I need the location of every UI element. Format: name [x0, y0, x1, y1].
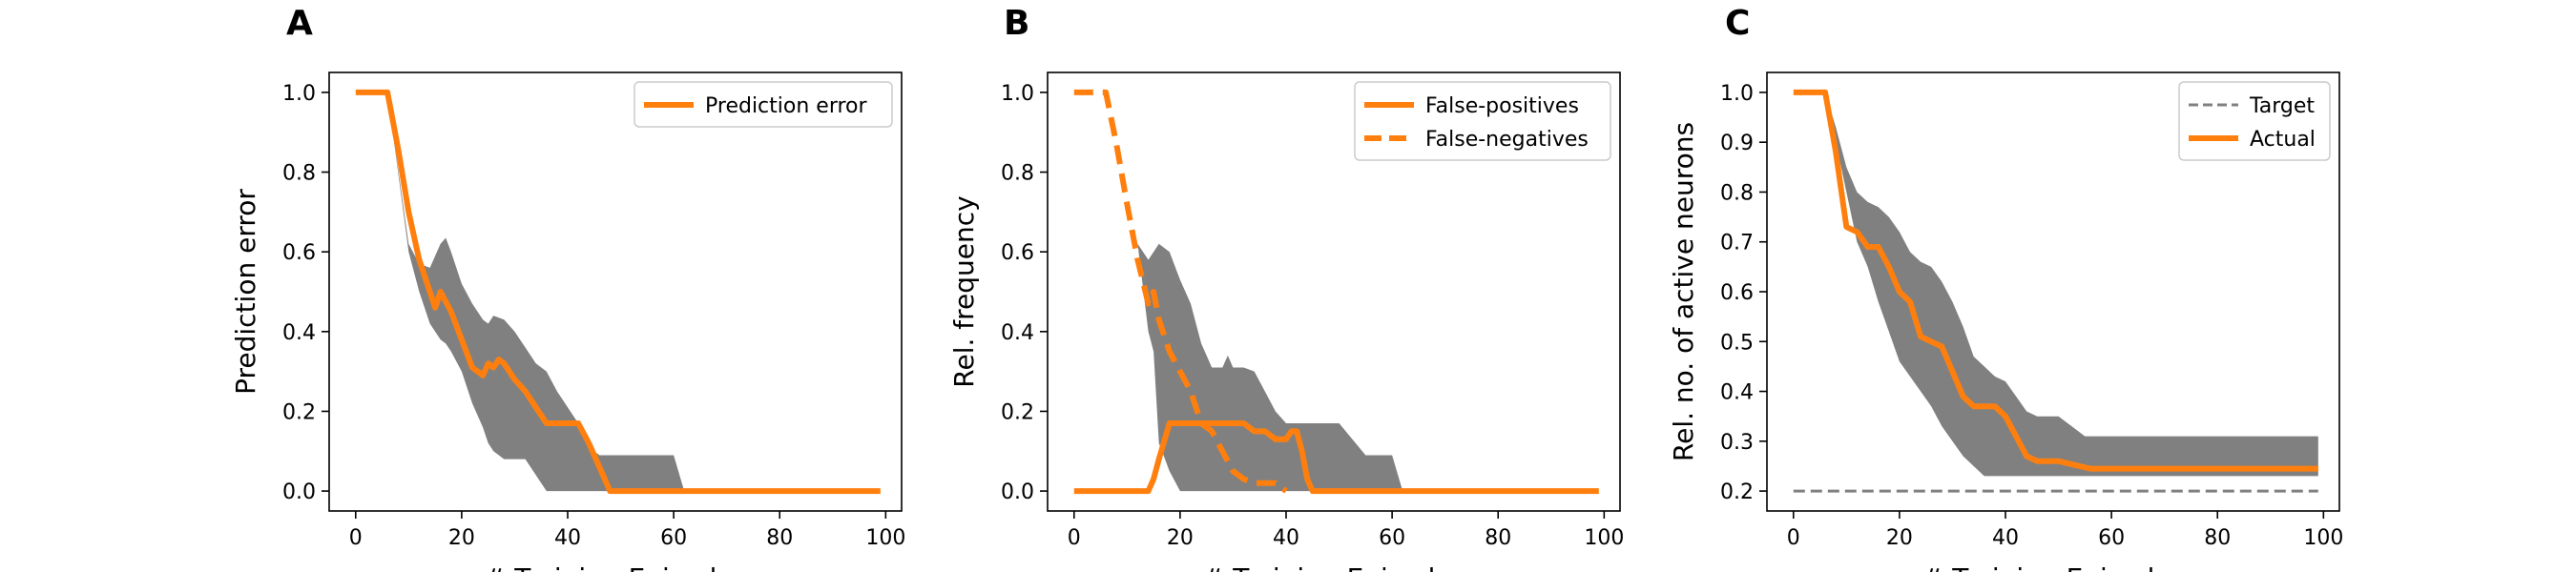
- y-tick-label: 1.0: [1001, 82, 1034, 106]
- legend-entry: Actual: [2250, 128, 2316, 152]
- legend-box: [634, 81, 893, 128]
- legend: Prediction error: [634, 81, 893, 128]
- legend-entry: Prediction error: [705, 94, 867, 118]
- uncertainty-band: [1073, 92, 1599, 492]
- legend: False-positives False-negatives: [1354, 81, 1611, 161]
- x-tick-label: 80: [2204, 526, 2231, 550]
- x-tick-label: 20: [1886, 526, 1913, 550]
- x-tick-label: 0: [1068, 526, 1081, 550]
- x-tick-label: 100: [865, 526, 905, 550]
- y-tick-label: 1.0: [282, 82, 316, 106]
- x-tick-label: 40: [1273, 526, 1299, 550]
- y-tick-label: 0.6: [282, 241, 316, 265]
- y-tick-label: 0.3: [1720, 431, 1754, 455]
- y-tick-label: 0.7: [1720, 232, 1754, 255]
- y-tick-label: 0.0: [1001, 480, 1034, 504]
- y-tick-label: 0.6: [1720, 281, 1754, 305]
- y-tick-label: 0.6: [1001, 241, 1034, 265]
- y-tick-label: 0.5: [1720, 331, 1754, 355]
- x-tick-label: 60: [1379, 526, 1405, 550]
- x-tick-label: 40: [554, 526, 581, 550]
- legend: Target Actual: [2178, 81, 2331, 161]
- legend-entry: False-negatives: [1425, 128, 1589, 152]
- y-tick-label: 0.0: [282, 480, 316, 504]
- x-tick-label: 40: [1992, 526, 2019, 550]
- y-axis-label: Rel. frequency: [948, 195, 980, 387]
- x-tick-label: 100: [2303, 526, 2343, 550]
- legend-entry: False-positives: [1425, 94, 1579, 118]
- y-tick-label: 0.2: [1001, 400, 1034, 424]
- uncertainty-band: [355, 92, 881, 492]
- panel-label: A: [286, 4, 313, 43]
- x-tick-label: 80: [766, 526, 793, 550]
- plot-frame: [1047, 72, 1621, 512]
- x-axis-label: # Training Episodes: [1922, 562, 2185, 572]
- y-tick-label: 0.8: [1720, 181, 1754, 205]
- panel-b: 0 20 40 60 80 100 0.0 0.2 0.4 0.6 0.8 1.0 # Training…: [948, 4, 1624, 572]
- y-tick-label: 0.2: [282, 400, 316, 424]
- panel-label: C: [1725, 4, 1750, 43]
- x-tick-label: 0: [1787, 526, 1800, 550]
- series-line-0: [355, 89, 881, 495]
- x-axis-label: # Training Episodes: [1202, 562, 1465, 572]
- x-tick-label: 100: [1584, 526, 1624, 550]
- y-tick-label: 1.0: [1720, 82, 1754, 106]
- series-line-0: [1073, 420, 1599, 495]
- uncertainty-band: [1793, 92, 2318, 477]
- x-tick-label: 60: [660, 526, 687, 550]
- legend-box: [1354, 81, 1611, 161]
- x-axis-label: # Training Episodes: [484, 562, 747, 572]
- y-tick-label: 0.9: [1720, 132, 1754, 155]
- legend-entry: Target: [2249, 94, 2315, 118]
- y-tick-label: 0.4: [1720, 381, 1754, 405]
- x-tick-label: 60: [2098, 526, 2125, 550]
- x-tick-label: 20: [1167, 526, 1194, 550]
- y-tick-label: 0.8: [1001, 162, 1034, 186]
- x-tick-label: 80: [1485, 526, 1511, 550]
- panel-label: B: [1004, 4, 1029, 43]
- x-tick-label: 0: [349, 526, 363, 550]
- y-tick-label: 0.4: [282, 321, 316, 345]
- y-tick-label: 0.8: [282, 162, 316, 186]
- y-axis-label: Rel. no. of active neurons: [1668, 122, 1699, 461]
- plot-frame: [328, 72, 903, 512]
- panel-a: 0 20 40 60 80 100 0.0 0.2 0.4 0.6 0.8 1.0 # Training…: [230, 4, 905, 572]
- series-line-1: [1073, 89, 1288, 494]
- y-tick-label: 0.2: [1720, 480, 1754, 504]
- y-tick-label: 0.4: [1001, 321, 1034, 345]
- series-line-1: [1793, 89, 2318, 472]
- panel-c: 0 20 40 60 80 100 0.2 0.3 0.4 0.5 0.6 0.7 0.8 0.9 1.0 #…: [1668, 4, 2343, 572]
- x-tick-label: 20: [448, 526, 475, 550]
- y-axis-label: Prediction error: [230, 189, 261, 395]
